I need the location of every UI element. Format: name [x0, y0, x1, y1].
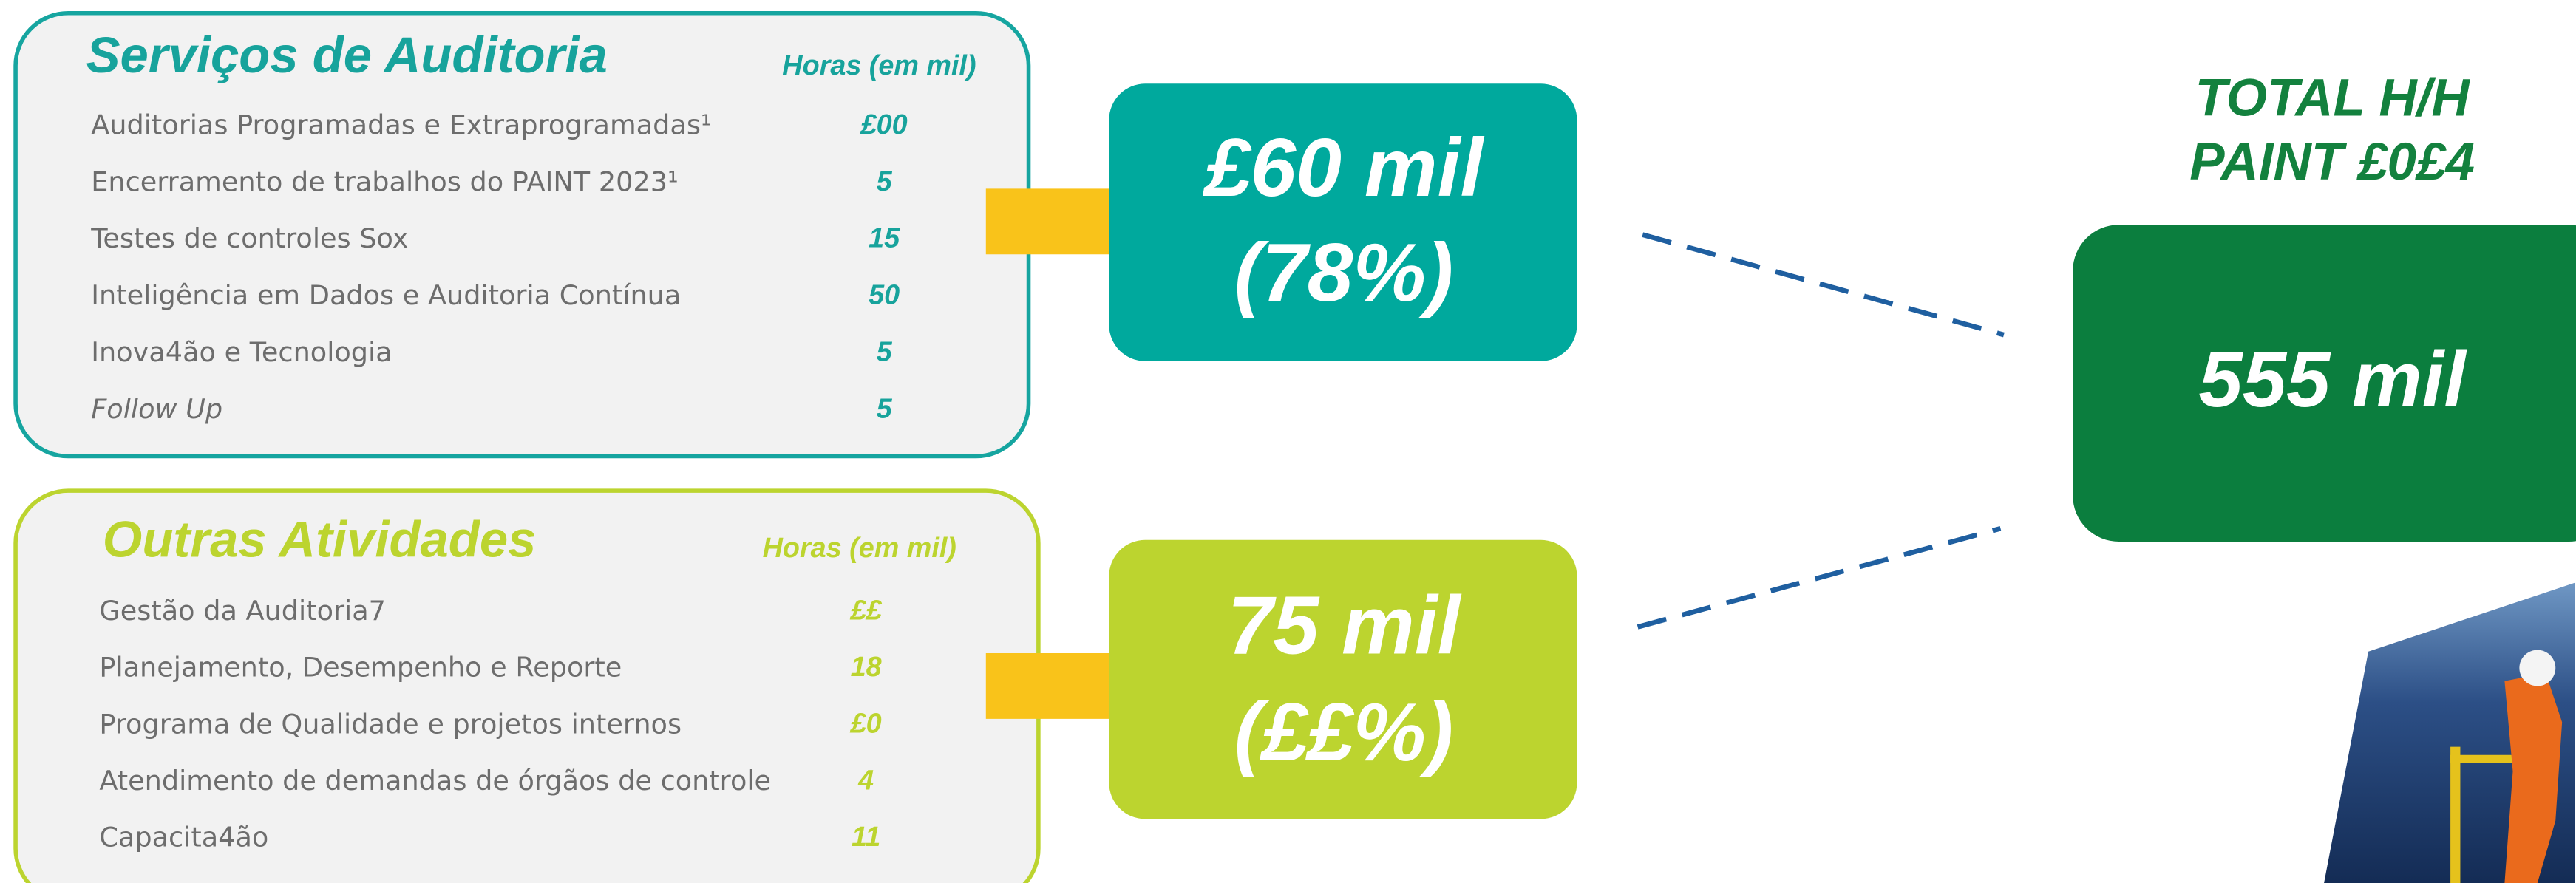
services-total: £60 mil [1203, 121, 1485, 214]
row-hours: 15 [869, 223, 900, 254]
page: {"services": {"title": "Serviços de Audi… [0, 0, 2576, 883]
summary-title: TOTAL H/H [2195, 69, 2471, 127]
row-hours: 18 [851, 652, 882, 683]
row-hours: 5 [877, 166, 893, 197]
row-hours: 4 [857, 765, 874, 796]
slide: Serviços de Auditoria Horas (em mil) Out… [0, 0, 2576, 883]
row-label: Inteligência em Dados e Auditoria Contín… [91, 279, 681, 311]
services-title: Serviços de Auditoria [86, 27, 608, 83]
row-label: Programa de Qualidade e projetos interno… [99, 708, 682, 740]
services-share: (78%) [1234, 226, 1453, 318]
row-hours: 50 [869, 280, 900, 311]
row-label: Inova4ão e Tecnologia [91, 336, 392, 368]
row-label: Encerramento de trabalhos do PAINT 2023¹ [91, 166, 678, 197]
hours-header: Horas (em mil) [782, 50, 976, 81]
summary-total: 555 mil [2198, 335, 2467, 423]
row-label: Auditorias Programadas e Extraprogramada… [91, 109, 711, 141]
row-label: Capacita4ão [99, 822, 268, 853]
row-hours: 11 [852, 822, 880, 853]
row-hours: £0 [850, 709, 882, 740]
hours-header: Horas (em mil) [763, 533, 956, 564]
connector [1642, 235, 2004, 335]
photo [2324, 583, 2575, 883]
row-label: Follow Up [91, 393, 222, 425]
row-hours: ££ [850, 595, 883, 626]
other-total: 75 mil [1228, 579, 1462, 671]
row-label: Atendimento de demandas de órgãos de con… [99, 765, 771, 797]
row-hours: 5 [877, 336, 893, 367]
row-hours: 5 [877, 393, 893, 424]
summary-title: PAINT £0£4 [2189, 133, 2475, 191]
other-title: Outras Atividades [103, 511, 537, 567]
other-share: (££%) [1234, 686, 1453, 778]
row-label: Testes de controles Sox [90, 222, 408, 254]
connector [1638, 528, 2001, 627]
row-hours: £00 [860, 109, 908, 140]
row-label: Gestão da Auditoria7 [99, 595, 386, 627]
row-label: Planejamento, Desempenho e Reporte [99, 652, 622, 683]
